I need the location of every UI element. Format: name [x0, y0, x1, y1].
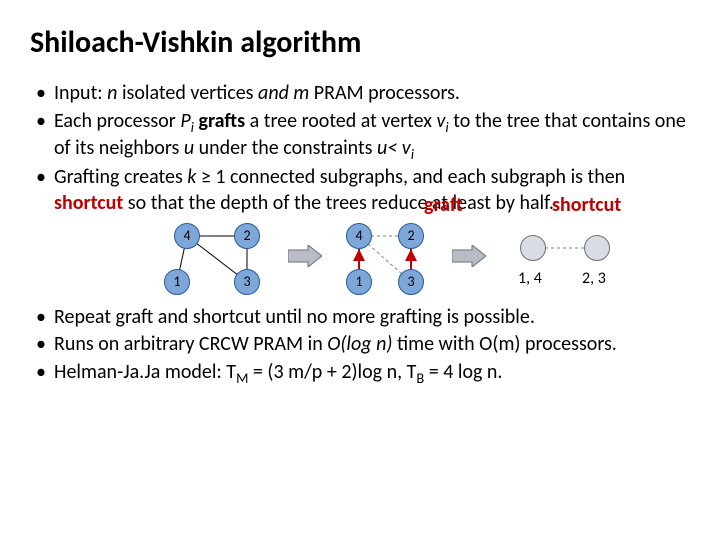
result-node-0 — [520, 235, 546, 261]
bullets-bottom: Repeat graft and shortcut until no more … — [30, 305, 690, 388]
bullet-item: Runs on arbitrary CRCW PRAM in O(log n) … — [30, 332, 690, 358]
graph1-node-1: 1 — [164, 269, 190, 295]
bullet-item: Input: n isolated vertices and m PRAM pr… — [30, 81, 690, 107]
block-arrow-2 — [452, 245, 486, 267]
graph1-node-2: 2 — [234, 223, 260, 249]
graph2-node-3: 3 — [398, 269, 424, 295]
graph2-node-2: 2 — [398, 223, 424, 249]
graph1-node-3: 3 — [234, 269, 260, 295]
graft-label: graft — [424, 193, 463, 217]
page-title: Shiloach-Vishkin algorithm — [30, 24, 690, 61]
result-node-1 — [584, 235, 610, 261]
graph2-node-1: 1 — [346, 269, 372, 295]
bullet-item: Repeat graft and shortcut until no more … — [30, 305, 690, 331]
bullet-item: Helman-Ja.Ja model: TM = (3 m/p + 2)log … — [30, 360, 690, 387]
graph1-node-4: 4 — [174, 223, 200, 249]
block-arrow-1 — [288, 245, 322, 267]
graph2-node-4: 4 — [346, 223, 372, 249]
bullet-item: Each processor Pi grafts a tree rooted a… — [30, 109, 690, 164]
shortcut-label: shortcut — [552, 193, 621, 217]
result-label-1: 2, 3 — [582, 269, 606, 288]
result-label-0: 1, 4 — [518, 269, 542, 288]
diagram-row: graftshortcut421342131, 42, 3 — [54, 205, 690, 301]
